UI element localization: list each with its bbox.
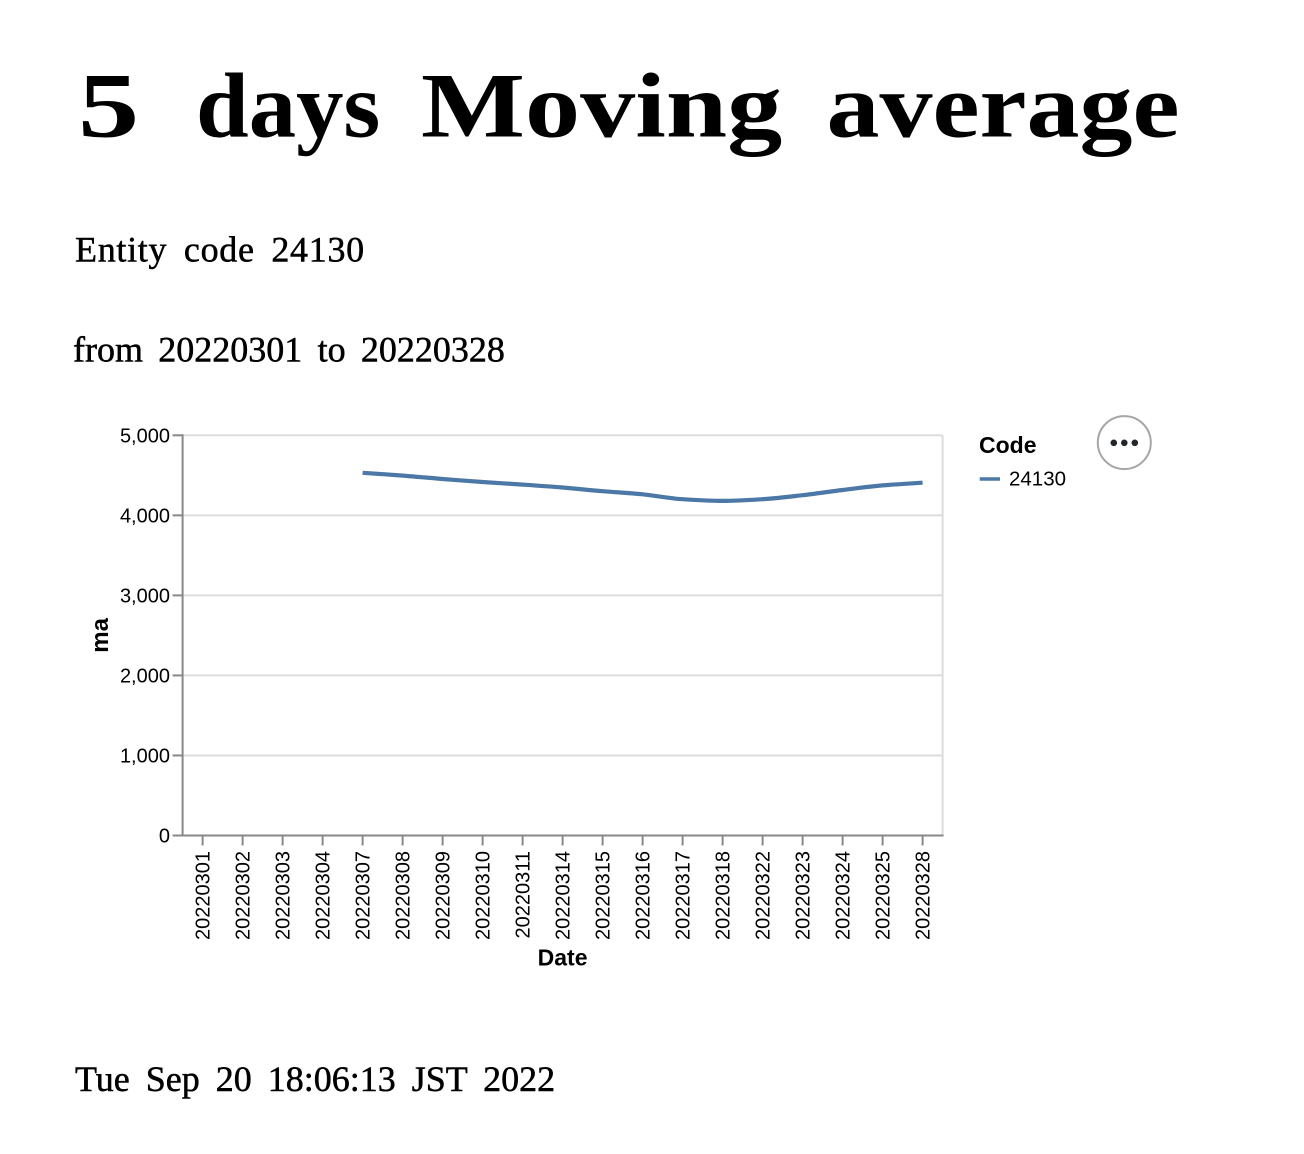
svg-text:0: 0	[159, 826, 170, 848]
svg-text:20220316: 20220316	[633, 851, 655, 940]
svg-text:average: average	[827, 56, 1180, 157]
svg-text:20220314: 20220314	[553, 851, 575, 940]
svg-text:20220307: 20220307	[353, 851, 375, 940]
svg-text:20220315: 20220315	[593, 851, 615, 940]
svg-text:20220308: 20220308	[393, 851, 415, 940]
svg-text:Moving: Moving	[421, 55, 782, 156]
svg-text:3,000: 3,000	[120, 585, 170, 607]
svg-text:20220304: 20220304	[313, 851, 335, 940]
svg-text:ma: ma	[87, 617, 114, 652]
svg-text:20220324: 20220324	[833, 851, 855, 940]
svg-text:20220328: 20220328	[913, 851, 935, 940]
svg-text:4,000: 4,000	[120, 505, 170, 527]
svg-text:days: days	[196, 56, 380, 157]
svg-text:24130: 24130	[1009, 468, 1066, 491]
svg-text:20220323: 20220323	[793, 851, 815, 940]
svg-text:1,000: 1,000	[120, 746, 170, 768]
svg-text:20220325: 20220325	[873, 851, 895, 940]
svg-text:from 20220301 to 20220328: from 20220301 to 20220328	[73, 330, 505, 370]
svg-text:20220310: 20220310	[473, 851, 495, 940]
svg-text:20220311: 20220311	[513, 851, 535, 939]
svg-text:20220318: 20220318	[713, 851, 735, 940]
svg-text:20220302: 20220302	[233, 851, 255, 940]
svg-text:20220309: 20220309	[433, 851, 455, 940]
svg-text:Date: Date	[538, 944, 588, 970]
svg-text:20220303: 20220303	[273, 851, 295, 940]
svg-text:20220317: 20220317	[673, 851, 695, 940]
svg-text:Code: Code	[979, 432, 1037, 458]
svg-text:5,000: 5,000	[120, 425, 170, 447]
svg-text:2,000: 2,000	[120, 665, 170, 687]
svg-text:5: 5	[78, 56, 139, 157]
svg-text:Entity code 24130: Entity code 24130	[75, 230, 365, 270]
svg-text:20220301: 20220301	[193, 851, 215, 940]
svg-text:Tue Sep 20 18:06:13 JST 2022: Tue Sep 20 18:06:13 JST 2022	[75, 1059, 555, 1099]
svg-text:20220322: 20220322	[753, 851, 775, 940]
